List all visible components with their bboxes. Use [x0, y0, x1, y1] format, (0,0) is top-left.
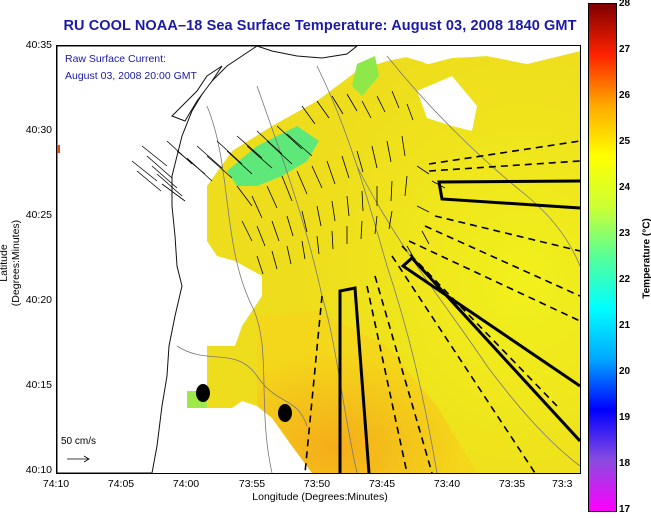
sst-cloud-gap: [397, 46, 580, 64]
ytick-label: 40:15: [25, 379, 52, 391]
xtick-label: 73:40: [433, 478, 461, 490]
station-marker-2: [278, 404, 292, 422]
colorbar-tick: 27: [619, 44, 631, 55]
contour-1: [206, 105, 273, 473]
xtick-label: 73:3: [552, 478, 573, 490]
long-island-shore: [256, 46, 358, 59]
sst-map: [57, 46, 580, 473]
colorbar-tick: 18: [619, 458, 631, 469]
sst-cool-patch-2: [352, 56, 379, 96]
contour-2: [256, 85, 358, 473]
contour-4: [386, 55, 580, 267]
transect-box-south: [338, 286, 371, 473]
sst-warm-region: [257, 311, 477, 473]
x-axis-label: Longitude (Degrees:Minutes): [252, 491, 388, 503]
ytick-label: 40:35: [25, 39, 52, 51]
colorbar-tick: 28: [619, 0, 631, 9]
vector-cluster-northwest: [131, 125, 313, 202]
land: [57, 46, 358, 473]
xtick-label: 73:55: [238, 478, 266, 490]
colorbar-tick: 19: [619, 412, 631, 423]
ytick-label: 40:20: [25, 294, 52, 306]
legend-current-time: August 03, 2008 20:00 GMT: [65, 70, 197, 82]
y-axis-label: Latitude (Degrees:Minutes): [0, 219, 22, 307]
colorbar-tick: 25: [619, 136, 631, 147]
chart-title: RU COOL NOAA–18 Sea Surface Temperature:…: [63, 18, 577, 34]
xtick-label: 73:50: [303, 478, 331, 490]
vector-cluster-central: [236, 90, 414, 275]
map-plot-area: Raw Surface Current: August 03, 2008 20:…: [56, 45, 581, 474]
station-marker-1: [196, 384, 210, 402]
xtick-label: 74:10: [42, 478, 70, 490]
colorbar-tick: 17: [619, 504, 631, 515]
colorbar-tick: 26: [619, 90, 631, 101]
surface-current-vectors: [67, 90, 446, 463]
bathymetry-contours: [176, 55, 580, 473]
ytick-label: 40:25: [25, 209, 52, 221]
colorbar-tick: 23: [619, 228, 631, 239]
contour-5: [356, 165, 580, 467]
dashed-rays: [304, 140, 580, 473]
orange-marker: [57, 145, 60, 153]
sandy-hook: [171, 65, 223, 122]
colorbar-tick: 20: [619, 366, 631, 377]
vector-scale-label: 50 cm/s: [61, 436, 97, 447]
transect-box-mid: [400, 255, 580, 443]
contour-3: [316, 65, 438, 473]
sst-field: [187, 46, 580, 473]
new-jersey-coast: [57, 46, 258, 473]
colorbar-tick: 22: [619, 274, 631, 285]
temperature-colorbar: [588, 3, 617, 512]
ytick-label: 40:30: [25, 124, 52, 136]
sst-cool-patch: [227, 126, 319, 186]
ytick-label: 40:10: [25, 464, 52, 476]
xtick-label: 73:45: [368, 478, 396, 490]
xtick-label: 74:00: [172, 478, 200, 490]
scale-vector: [67, 455, 90, 463]
legend-current-label: Raw Surface Current:: [65, 53, 166, 65]
sampling-lines: [304, 140, 580, 473]
xtick-label: 74:05: [107, 478, 135, 490]
contour-6: [176, 345, 308, 427]
sst-cloud-gap-2: [417, 76, 477, 131]
transect-box-north: [437, 179, 580, 210]
colorbar-tick: 21: [619, 320, 631, 331]
colorbar-label: Temperature (°C): [641, 218, 651, 299]
colorbar-tick: 24: [619, 182, 631, 193]
xtick-label: 73:35: [498, 478, 526, 490]
